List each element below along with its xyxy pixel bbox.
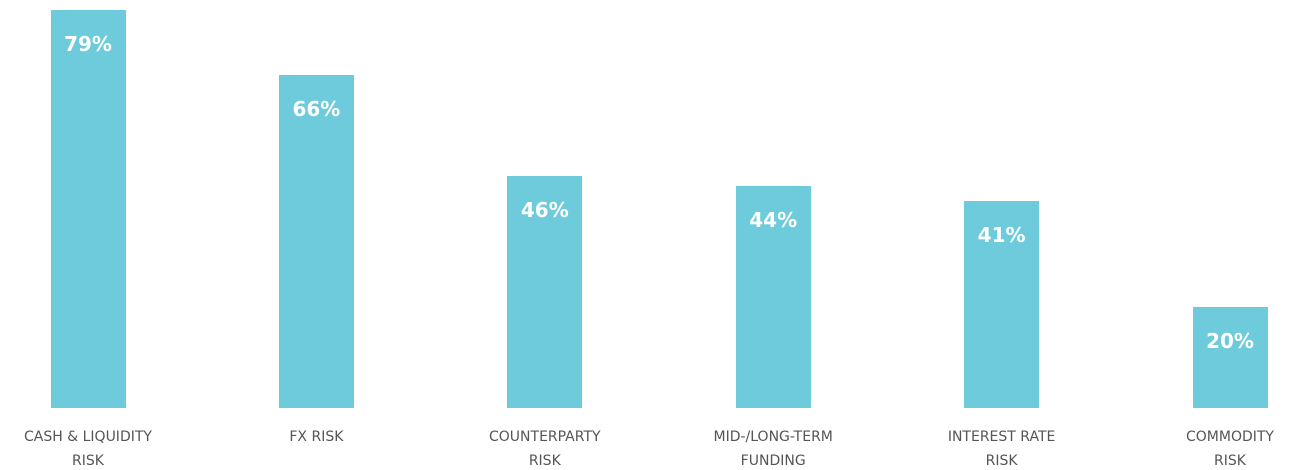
bar: [1192, 307, 1268, 408]
bar: [278, 75, 354, 408]
bar: [964, 201, 1040, 408]
bar: [507, 176, 583, 408]
x-tick-label: INTEREST RATE RISK: [947, 429, 1056, 469]
x-tick-label: CASH & LIQUIDITY RISK: [24, 429, 152, 469]
value-label: 46%: [520, 198, 569, 223]
bar: [735, 186, 811, 408]
value-label: 79%: [64, 31, 112, 56]
value-label: 41%: [977, 223, 1026, 248]
x-tick-label: FX RISK: [289, 429, 344, 445]
bar: [50, 9, 126, 408]
value-label: 66%: [292, 97, 341, 122]
x-tick-label: MID-/LONG-TERM FUNDING: [713, 429, 833, 469]
x-tick-label: COMMODITY RISK: [1186, 429, 1274, 469]
x-tick-label: COUNTERPARTY RISK: [489, 429, 601, 469]
value-label: 20%: [1206, 329, 1254, 354]
value-label: 44%: [749, 208, 798, 233]
